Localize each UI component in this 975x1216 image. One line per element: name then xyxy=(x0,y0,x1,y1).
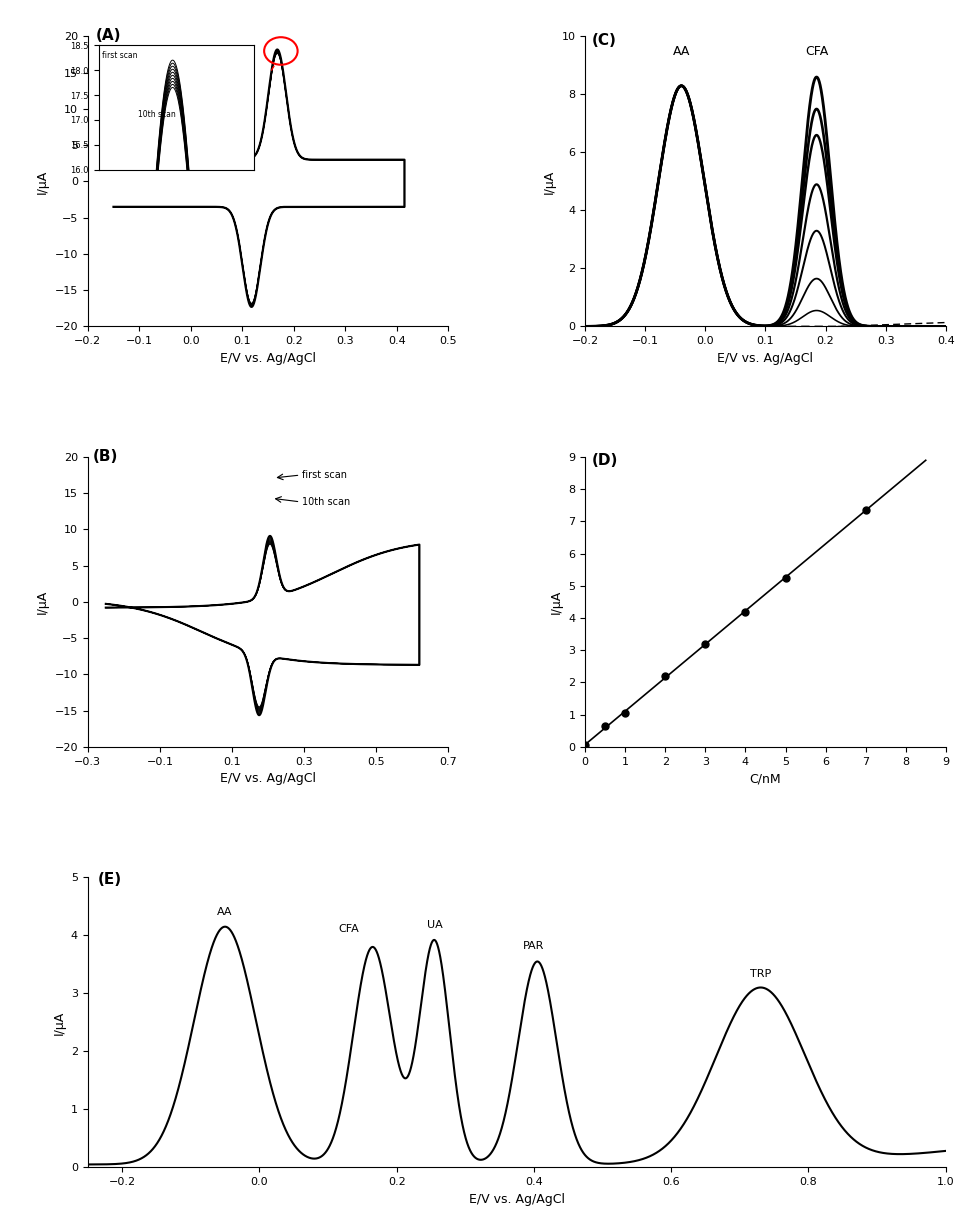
Text: AA: AA xyxy=(673,45,690,58)
Y-axis label: I/μA: I/μA xyxy=(550,590,563,614)
Text: (E): (E) xyxy=(98,872,122,888)
Text: TRP: TRP xyxy=(750,969,771,979)
Text: (A): (A) xyxy=(96,28,121,43)
Text: (B): (B) xyxy=(94,449,119,463)
X-axis label: E/V vs. Ag/AgCl: E/V vs. Ag/AgCl xyxy=(220,351,316,365)
Y-axis label: I/μA: I/μA xyxy=(53,1010,65,1035)
Text: UA: UA xyxy=(426,921,443,930)
Y-axis label: I/μA: I/μA xyxy=(36,590,49,614)
Text: first scan: first scan xyxy=(302,469,347,479)
Text: (D): (D) xyxy=(591,454,617,468)
Y-axis label: I/μA: I/μA xyxy=(36,169,49,193)
Text: AA: AA xyxy=(217,907,233,917)
X-axis label: E/V vs. Ag/AgCl: E/V vs. Ag/AgCl xyxy=(220,772,316,786)
X-axis label: E/V vs. Ag/AgCl: E/V vs. Ag/AgCl xyxy=(718,351,813,365)
Text: PAR: PAR xyxy=(524,941,545,951)
Y-axis label: I/μA: I/μA xyxy=(543,169,556,193)
X-axis label: C/nM: C/nM xyxy=(750,772,781,786)
Text: 10th scan: 10th scan xyxy=(302,497,350,507)
Text: CFA: CFA xyxy=(338,924,359,934)
Text: (C): (C) xyxy=(591,33,616,49)
X-axis label: E/V vs. Ag/AgCl: E/V vs. Ag/AgCl xyxy=(469,1193,565,1205)
Text: CFA: CFA xyxy=(805,45,828,58)
